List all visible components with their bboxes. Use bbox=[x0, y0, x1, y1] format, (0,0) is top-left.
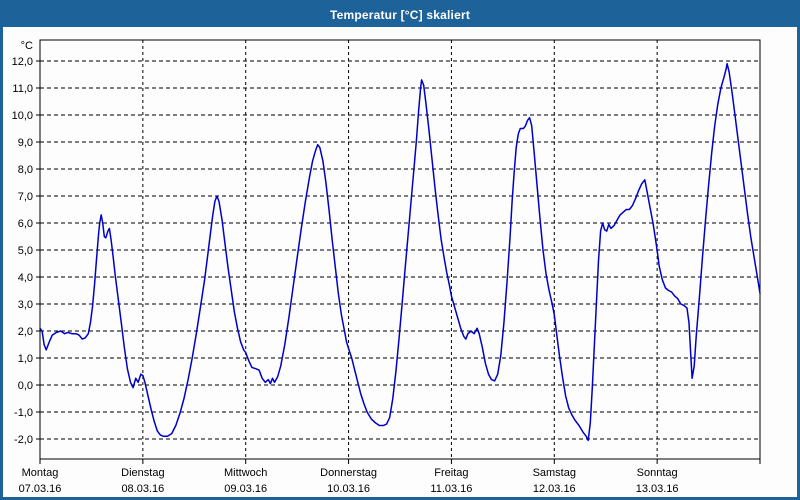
y-tick-label: 6,0 bbox=[18, 218, 33, 230]
y-tick-label: 11,0 bbox=[12, 83, 33, 95]
y-tick-label: 12,0 bbox=[12, 56, 33, 68]
y-tick-label: 10,0 bbox=[12, 110, 33, 122]
x-date-label: 08.03.16 bbox=[121, 483, 164, 495]
y-tick-label: 5,0 bbox=[18, 245, 33, 257]
window-titlebar: Temperatur [°C] skaliert bbox=[3, 3, 797, 27]
y-tick-label: 4,0 bbox=[18, 272, 33, 284]
x-day-label: Donnerstag bbox=[320, 467, 377, 479]
plot-frame bbox=[39, 39, 761, 460]
x-date-label: 12.03.16 bbox=[533, 483, 576, 495]
y-tick-label: 1,0 bbox=[18, 353, 33, 365]
y-tick-label: 7,0 bbox=[18, 191, 33, 203]
y-tick-label: 8,0 bbox=[18, 164, 33, 176]
x-day-label: Freitag bbox=[434, 467, 468, 479]
x-date-label: 13.03.16 bbox=[636, 483, 679, 495]
x-date-label: 10.03.16 bbox=[327, 483, 370, 495]
temperature-series-line bbox=[39, 62, 761, 442]
x-day-label: Sonntag bbox=[637, 467, 678, 479]
y-tick-label: 0,0 bbox=[18, 380, 33, 392]
x-day-label: Samstag bbox=[533, 467, 576, 479]
x-date-label: 07.03.16 bbox=[19, 483, 62, 495]
y-axis-unit-label: °C bbox=[21, 40, 33, 52]
x-date-label: 09.03.16 bbox=[224, 483, 267, 495]
x-date-label: 11.03.16 bbox=[430, 483, 472, 495]
y-tick-label: 3,0 bbox=[18, 299, 33, 311]
y-tick-label: -1,0 bbox=[14, 407, 33, 419]
window-title: Temperatur [°C] skaliert bbox=[329, 8, 471, 22]
y-tick-label: 9,0 bbox=[18, 137, 33, 149]
x-day-label: Montag bbox=[22, 467, 59, 479]
x-day-label: Dienstag bbox=[121, 467, 164, 479]
y-tick-label: 2,0 bbox=[18, 326, 33, 338]
x-day-label: Mittwoch bbox=[224, 467, 267, 479]
y-tick-label: -2,0 bbox=[14, 434, 33, 446]
